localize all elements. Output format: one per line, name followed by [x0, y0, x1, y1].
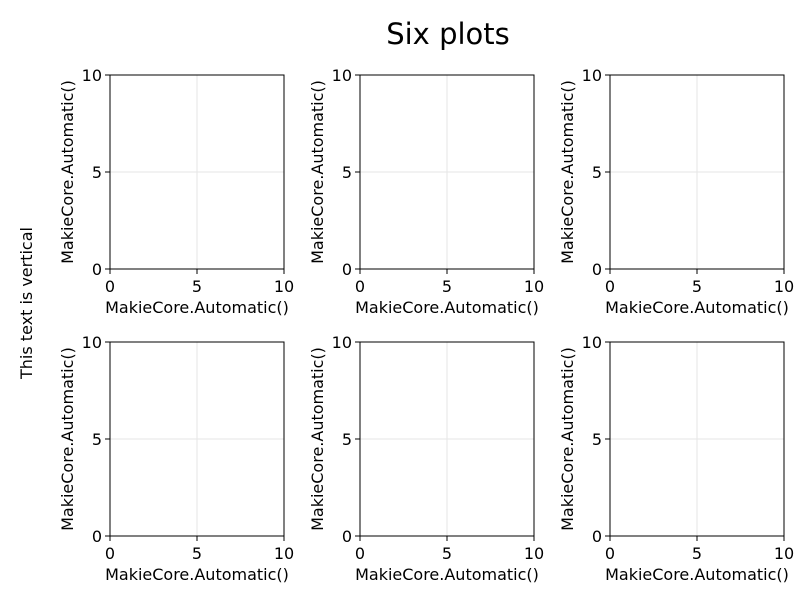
- subplot-2: 0 5 10 0 5 10 MakieCore.Automatic() MakieCore.A…: [308, 66, 544, 317]
- x-tick-label: 0: [605, 277, 615, 296]
- y-tick-label: 0: [92, 260, 102, 279]
- y-tick-label: 5: [592, 430, 602, 449]
- y-tick-label: 10: [332, 333, 352, 352]
- x-axis-label: MakieCore.Automatic(): [105, 298, 289, 317]
- x-tick-label: 5: [692, 544, 702, 563]
- y-tick-label: 5: [342, 430, 352, 449]
- x-tick-label: 0: [355, 544, 365, 563]
- y-tick-label: 10: [82, 66, 102, 85]
- x-tick-label: 5: [192, 544, 202, 563]
- y-axis-label: MakieCore.Automatic(): [308, 80, 327, 264]
- y-axis-label: MakieCore.Automatic(): [58, 80, 77, 264]
- y-tick-label: 5: [342, 163, 352, 182]
- x-tick-label: 0: [605, 544, 615, 563]
- x-tick-label: 0: [105, 277, 115, 296]
- subplot-grid: 0 5 100510MakieCore.Automatic()MakieCore.A…: [58, 66, 794, 584]
- y-tick-label: 10: [332, 66, 352, 85]
- y-tick-label: 0: [92, 527, 102, 546]
- x-tick-label: 10: [524, 277, 544, 296]
- x-axis-label: MakieCore.Automatic(): [105, 565, 289, 584]
- y-tick-label: 10: [582, 66, 602, 85]
- vertical-side-label: This text is vertical: [17, 227, 36, 380]
- y-tick-label: 0: [592, 260, 602, 279]
- y-tick-label: 10: [82, 333, 102, 352]
- y-tick-label: 5: [92, 163, 102, 182]
- figure-title: Six plots: [386, 17, 510, 51]
- y-axis-label: MakieCore.Automatic(): [558, 80, 577, 264]
- x-tick-label: 5: [442, 544, 452, 563]
- x-axis-label: MakieCore.Automatic(): [355, 565, 539, 584]
- subplot-4: 0 5 10 0 5 10 MakieCore.Automatic() MakieCore.A…: [58, 333, 294, 584]
- subplot-6: 0 5 10 0 5 10 MakieCore.Automatic() MakieCore.A…: [558, 333, 794, 584]
- subplot-3: 0 5 10 0 5 10 MakieCore.Automatic() MakieCore.A…: [558, 66, 794, 317]
- y-tick-label: 5: [592, 163, 602, 182]
- x-tick-label: 5: [442, 277, 452, 296]
- subplot-5: 0 5 10 0 5 10 MakieCore.Automatic() MakieCore.A…: [308, 333, 544, 584]
- y-axis-label: MakieCore.Automatic(): [58, 347, 77, 531]
- y-tick-label: 10: [582, 333, 602, 352]
- subplot-1: 0 5 10 0 5 10 MakieCore.Automatic() MakieCore.A…: [58, 66, 294, 317]
- x-tick-label: 10: [274, 277, 294, 296]
- y-tick-label: 0: [342, 527, 352, 546]
- x-tick-label: 0: [105, 544, 115, 563]
- x-tick-label: 5: [692, 277, 702, 296]
- x-tick-label: 10: [774, 277, 794, 296]
- y-tick-label: 0: [342, 260, 352, 279]
- x-axis-label: MakieCore.Automatic(): [605, 298, 789, 317]
- x-axis-label: MakieCore.Automatic(): [605, 565, 789, 584]
- x-tick-label: 10: [774, 544, 794, 563]
- y-axis-label: MakieCore.Automatic(): [308, 347, 327, 531]
- x-tick-label: 10: [274, 544, 294, 563]
- x-tick-label: 5: [192, 277, 202, 296]
- y-axis-label: MakieCore.Automatic(): [558, 347, 577, 531]
- y-tick-label: 5: [92, 430, 102, 449]
- x-tick-label: 0: [355, 277, 365, 296]
- x-tick-label: 10: [524, 544, 544, 563]
- x-axis-label: MakieCore.Automatic(): [355, 298, 539, 317]
- y-tick-label: 0: [592, 527, 602, 546]
